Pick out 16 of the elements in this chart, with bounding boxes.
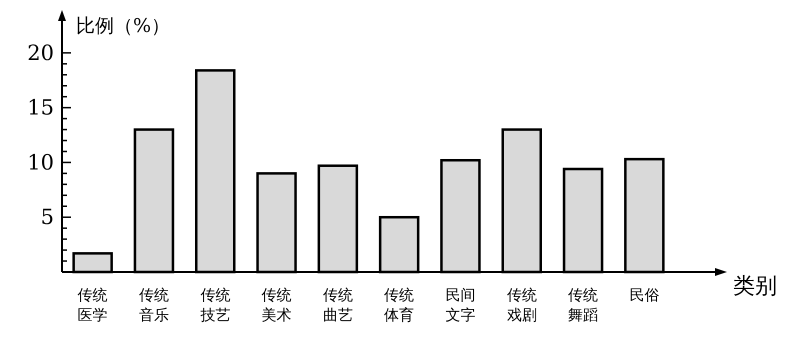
x-tick-label: 传统音乐 [138, 286, 169, 324]
x-tick-label: 传统体育 [384, 286, 414, 324]
x-tick-label: 传统美术 [262, 286, 292, 324]
x-axis-title: 类别 [733, 274, 777, 299]
y-tick-label: 10 [27, 150, 54, 174]
x-tick-label: 传统舞蹈 [568, 286, 598, 324]
x-tick-label: 传统技艺 [199, 286, 230, 324]
x-tick-label: 民俗 [629, 286, 660, 304]
y-axis-title: 比例（%） [76, 15, 170, 37]
x-tick-label: 传统戏剧 [506, 286, 537, 324]
y-tick-label: 5 [40, 205, 54, 230]
y-tick-label: 20 [27, 40, 54, 65]
y-tick-label: 15 [27, 96, 54, 120]
x-tick-label: 传统医学 [78, 286, 108, 324]
x-tick-label: 民间文字 [445, 286, 476, 324]
x-tick-label: 传统曲艺 [322, 286, 353, 324]
